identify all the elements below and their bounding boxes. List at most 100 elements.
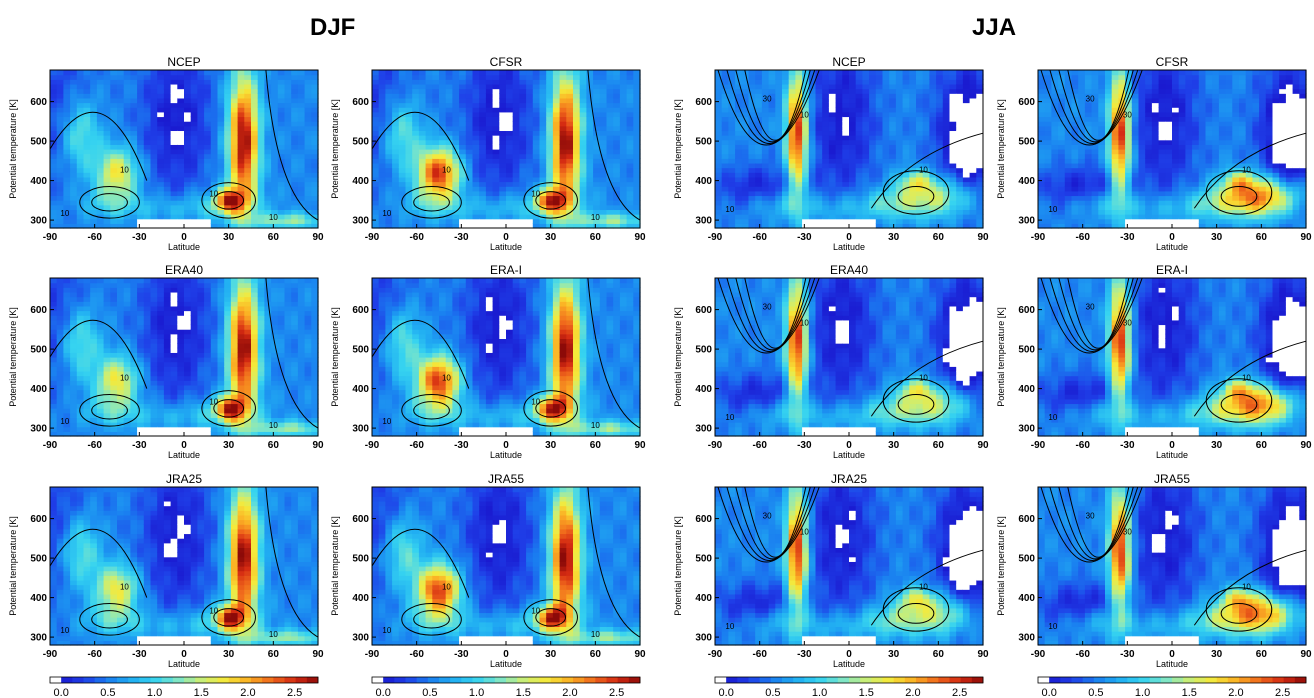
heat-cell [889,79,897,85]
heat-cell [626,209,634,215]
heat-cell [619,121,628,127]
heat-cell [83,116,91,122]
heat-cell [506,209,514,215]
heat-cell [204,125,212,132]
heat-cell [532,93,541,99]
heat-cell [532,214,541,220]
heat-cell [217,97,225,104]
heat-cell [439,162,447,169]
heat-cell [50,172,58,178]
heat-cell [1138,102,1146,108]
heat-cell [512,144,520,150]
heat-cell [1185,102,1193,108]
heat-cell [916,130,924,136]
heat-cell [50,83,58,90]
heat-cell [1044,93,1052,99]
heat-cell [748,209,756,215]
heat-cell [1051,130,1059,136]
heat-cell [761,214,770,220]
heat-cell [942,204,951,211]
heat-cell [392,116,400,122]
heat-cell [715,158,723,164]
heat-cell [855,79,863,85]
heat-cell [1172,209,1180,215]
heat-cell [748,200,756,206]
heat-cell [1165,139,1173,145]
heat-cell [1131,167,1140,173]
heat-cell [512,83,520,90]
heat-cell [445,70,453,76]
heat-cell [83,107,91,113]
heat-cell [230,83,239,90]
heat-cell [869,158,877,164]
heat-cell [251,144,259,150]
heat-cell [1064,176,1073,183]
heat-cell [244,79,252,85]
heat-cell [1084,97,1093,104]
heat-cell [1051,74,1059,80]
heat-cell [626,83,634,90]
heat-cell [452,70,460,76]
heat-cell [76,102,85,108]
heat-cell [849,102,857,108]
heat-cell [96,204,105,211]
heat-cell [130,144,138,150]
heat-cell [882,144,890,150]
heat-cell [1071,153,1079,159]
heat-cell [956,172,964,178]
heat-cell [1125,214,1133,220]
heat-cell [130,214,138,220]
heat-cell [942,121,951,127]
heat-cell [902,200,910,206]
heat-cell [579,135,587,141]
heat-cell [1051,209,1059,215]
heat-cell [862,204,870,211]
heat-cell [204,70,212,76]
heat-cell [1105,116,1113,122]
heat-cell [405,116,413,122]
heat-cell [264,162,272,169]
heat-cell [1178,204,1186,211]
heat-cell [143,97,152,104]
heat-cell [418,204,427,211]
heat-cell [1078,102,1086,108]
heat-cell [150,181,158,187]
heat-cell [224,116,232,122]
heat-cell [184,176,192,183]
heat-cell [1084,190,1093,197]
heat-cell [909,74,917,80]
heat-cell [573,107,581,113]
heat-cell [1131,162,1140,169]
heat-cell [808,181,817,187]
heat-cell [291,209,299,215]
heat-cell [251,111,259,118]
heat-cell [835,111,843,118]
heat-cell [1084,125,1093,132]
heat-cell [775,214,783,220]
heat-cell [277,97,286,104]
heat-cell [1078,125,1086,132]
heat-cell [942,130,951,136]
heat-cell [170,70,178,76]
heat-cell [1078,204,1086,211]
heat-cell [392,195,400,201]
heat-cell [929,186,937,192]
heat-cell [929,83,937,90]
heat-cell [150,200,158,206]
heat-cell [842,139,850,145]
heat-cell [1071,218,1079,224]
heat-cell [782,209,790,215]
heat-cell [728,204,736,211]
heat-cell [1185,107,1193,113]
y-tick-label: 600 [352,97,369,108]
heat-cell [559,102,567,108]
heat-cell [137,149,145,155]
x-tick-label: 30 [223,232,235,243]
heat-cell [237,190,245,197]
heat-cell [210,107,219,113]
heat-cell [976,149,984,155]
heat-cell [815,121,823,127]
heat-cell [802,223,810,229]
x-axis-label: Latitude [168,242,200,252]
heat-cell [210,111,219,118]
